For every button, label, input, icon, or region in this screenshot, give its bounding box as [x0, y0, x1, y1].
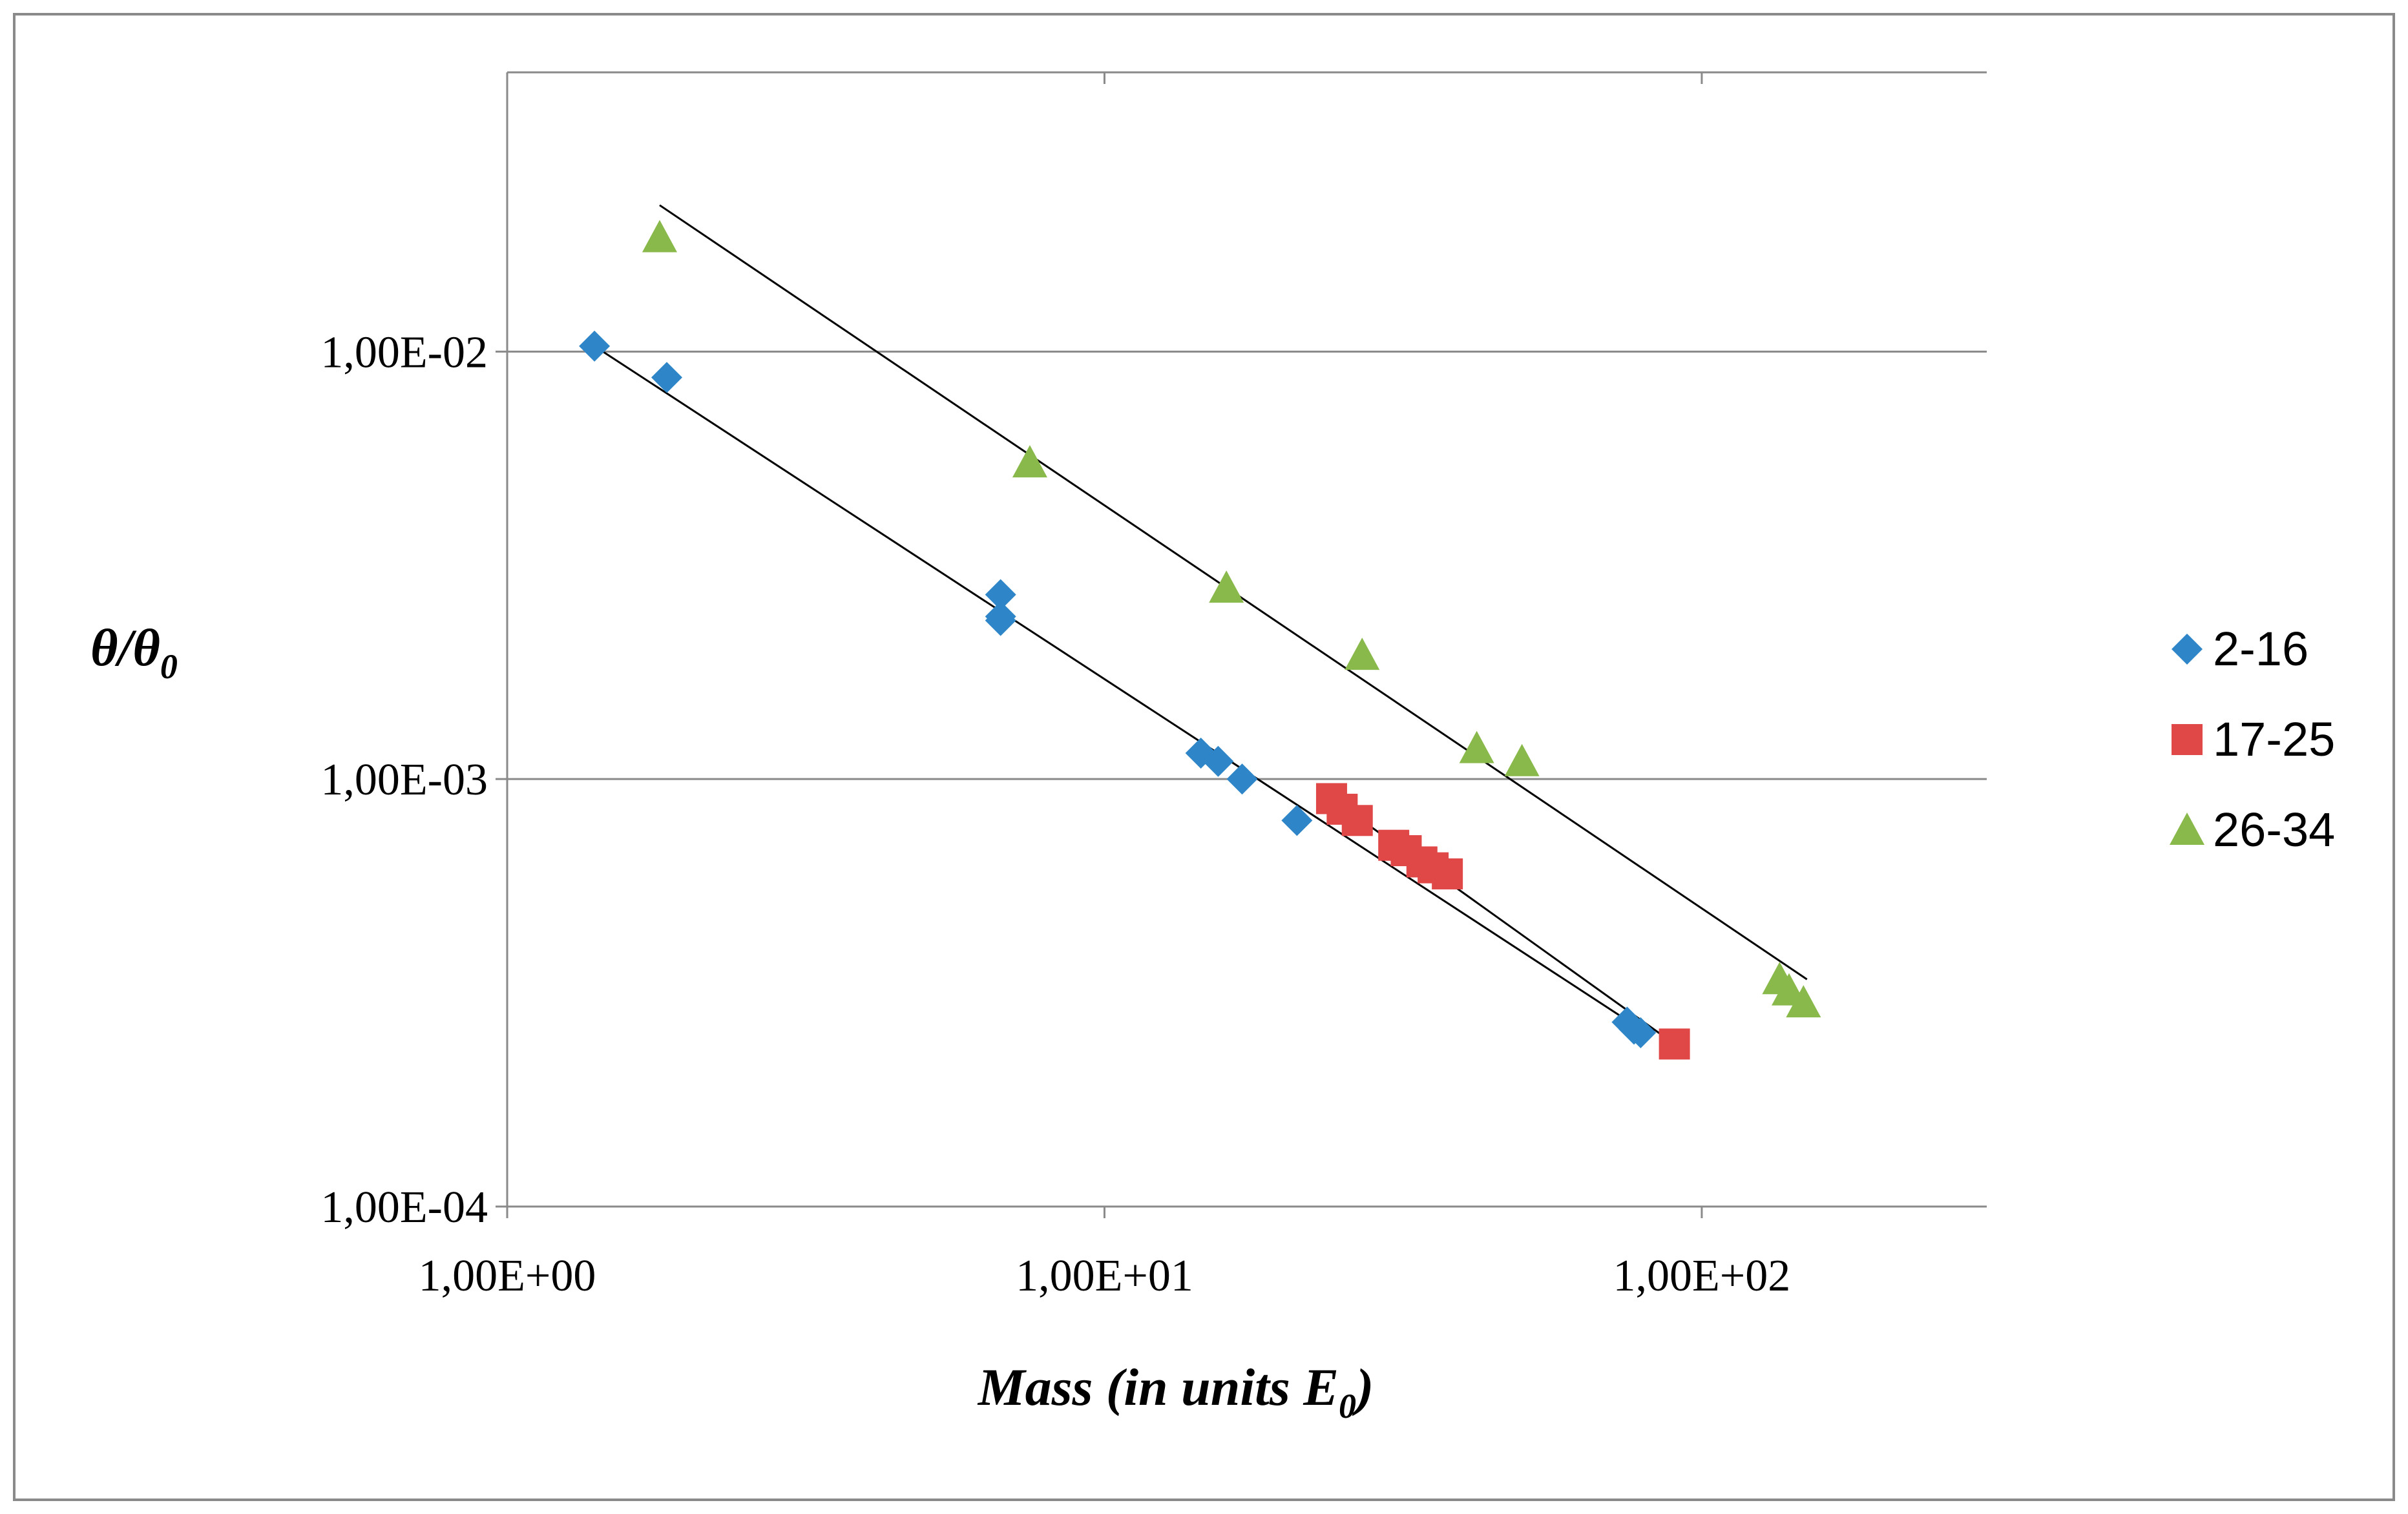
y-tick-label: 1,00E-02: [320, 327, 488, 377]
trendline-2-16: [594, 345, 1642, 1030]
data-point-26-34: [1786, 985, 1821, 1018]
data-point-26-34: [1504, 743, 1540, 776]
x-axis-title: Mass (in units E0): [977, 1358, 1374, 1426]
x-tick-label: 1,00E+02: [1613, 1251, 1791, 1301]
legend-marker-26-34: [2170, 813, 2204, 845]
y-tick-label: 1,00E-04: [320, 1183, 488, 1232]
legend: 2-16 17-25 26-34: [2170, 622, 2335, 856]
x-tick-label: 1,00E+01: [1016, 1251, 1193, 1301]
legend-label-2-16: 2-16: [2213, 622, 2309, 676]
data-point-26-34: [1345, 638, 1380, 670]
data-point-2-16: [985, 605, 1016, 636]
data-markers: [579, 220, 1821, 1060]
data-point-2-16: [579, 330, 611, 362]
data-point-26-34: [1012, 445, 1047, 478]
data-point-26-34: [642, 220, 677, 253]
data-point-2-16: [1226, 763, 1258, 795]
data-point-26-34: [1209, 570, 1244, 603]
data-point-2-16: [1625, 1017, 1657, 1048]
data-point-2-16: [651, 362, 682, 393]
y-axis-title: θ/θ0: [90, 618, 178, 686]
data-point-2-16: [985, 579, 1016, 610]
data-point-26-34: [1459, 731, 1494, 763]
data-point-2-16: [1202, 745, 1234, 777]
y-tick-label: 1,00E-03: [320, 755, 488, 805]
axes: 1,00E-02 1,00E-03 1,00E-04 1,00E+00 1,00E+01…: [320, 72, 1987, 1301]
data-point-2-16: [1281, 805, 1313, 836]
legend-label-17-25: 17-25: [2213, 712, 2335, 766]
legend-marker-17-25: [2172, 724, 2203, 755]
data-point-17-25: [1432, 858, 1463, 889]
legend-label-26-34: 26-34: [2213, 803, 2335, 856]
legend-marker-2-16: [2172, 634, 2203, 665]
data-point-17-25: [1659, 1028, 1690, 1060]
x-tick-label: 1,00E+00: [419, 1251, 596, 1301]
data-point-17-25: [1341, 805, 1373, 836]
